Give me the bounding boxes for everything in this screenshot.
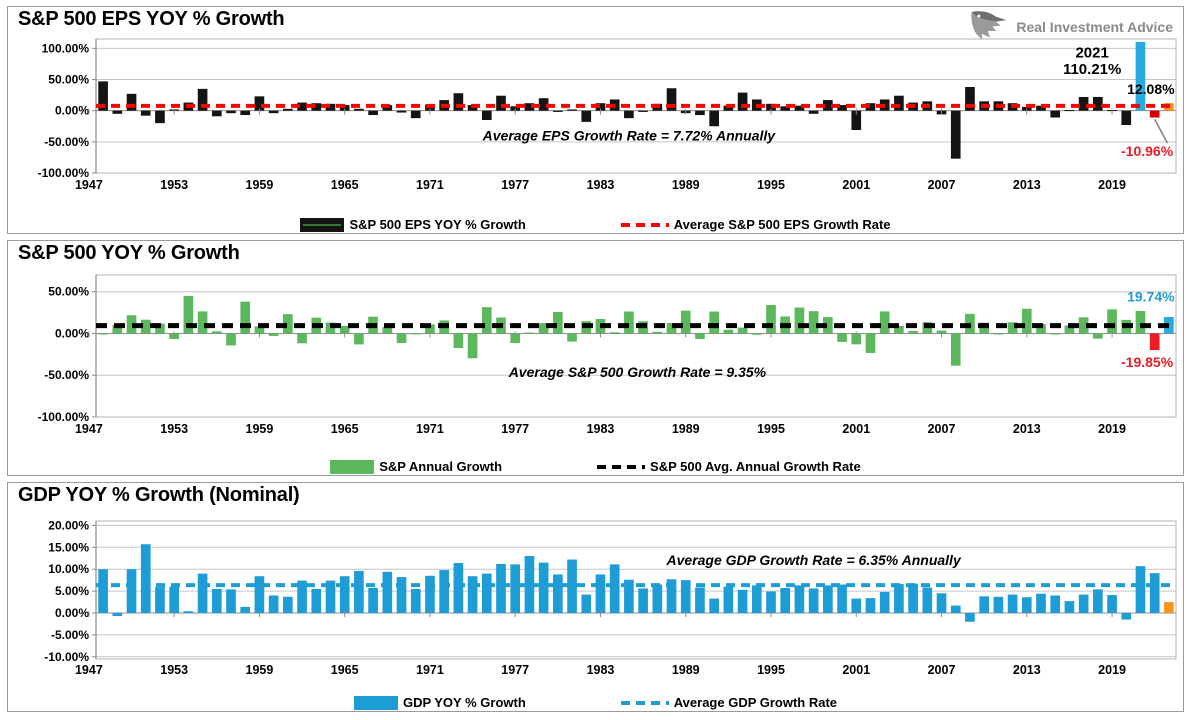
svg-text:Average S&P 500 Growth Rate =: Average S&P 500 Growth Rate = 9.35% — [508, 364, 767, 380]
svg-text:2013: 2013 — [1013, 663, 1041, 677]
svg-text:1989: 1989 — [672, 422, 700, 436]
svg-text:2007: 2007 — [928, 178, 956, 192]
sp500-growth-chart: 50.00% 0.00% -50.00% -100.00%1947 1953 1959 19… — [38, 274, 1177, 436]
svg-text:1989: 1989 — [672, 663, 700, 677]
svg-text:0.00%: 0.00% — [55, 326, 89, 340]
svg-text:2007: 2007 — [928, 663, 956, 677]
svg-text:1959: 1959 — [246, 178, 274, 192]
ria-logo: Real Investment Advice — [968, 10, 1173, 43]
svg-text:1953: 1953 — [160, 663, 188, 677]
svg-text:1995: 1995 — [757, 178, 785, 192]
sp500-chart-title: S&P 500 YOY % Growth — [18, 242, 240, 264]
svg-text:1965: 1965 — [331, 178, 359, 192]
svg-text:15.00%: 15.00% — [48, 540, 89, 554]
svg-text:2013: 2013 — [1013, 422, 1041, 436]
gdp-bar-swatch — [353, 695, 398, 710]
svg-text:1965: 1965 — [331, 663, 359, 677]
svg-text:1947: 1947 — [75, 663, 103, 677]
svg-text:1983: 1983 — [587, 178, 615, 192]
legend-item: S&P Annual Growth — [330, 459, 502, 474]
svg-text:-50.00%: -50.00% — [44, 368, 89, 382]
svg-text:1995: 1995 — [757, 422, 785, 436]
svg-text:-10.96%: -10.96% — [1121, 143, 1174, 159]
svg-text:100.00%: 100.00% — [42, 41, 90, 55]
ria-logo-eagle-icon — [971, 11, 1007, 41]
svg-text:1983: 1983 — [587, 422, 615, 436]
svg-text:110.21%: 110.21% — [1063, 61, 1121, 78]
svg-text:1953: 1953 — [160, 422, 188, 436]
legend-item: Average S&P 500 EPS Growth Rate — [620, 217, 891, 232]
panel-eps-growth: S&P 500 EPS YOY % Growth Real Investment… — [7, 6, 1184, 234]
svg-text:50.00%: 50.00% — [48, 285, 89, 299]
legend-item: GDP YOY % Growth — [353, 695, 526, 710]
sp500-bar-swatch — [330, 459, 375, 474]
svg-text:1971: 1971 — [416, 663, 444, 677]
svg-text:1977: 1977 — [501, 663, 529, 677]
svg-text:1977: 1977 — [501, 178, 529, 192]
svg-text:10.00%: 10.00% — [48, 562, 89, 576]
gdp-chart-legend: GDP YOY % Growth Average GDP Growth Rate — [8, 695, 1183, 710]
svg-text:20.00%: 20.00% — [48, 518, 89, 532]
legend-item: Average GDP Growth Rate — [620, 695, 838, 710]
legend-label: S&P Annual Growth — [379, 459, 503, 474]
svg-text:-100.00%: -100.00% — [38, 410, 90, 424]
legend-label: S&P 500 EPS YOY % Growth — [349, 217, 526, 232]
eps-chart-legend: S&P 500 EPS YOY % Growth Average S&P 500… — [8, 217, 1183, 232]
svg-text:-10.00%: -10.00% — [44, 650, 89, 664]
eps-growth-chart: 100.00% 50.00% 0.00% -50.00% -100.00%1947 195… — [38, 38, 1177, 192]
svg-text:2007: 2007 — [928, 422, 956, 436]
svg-text:2019: 2019 — [1098, 422, 1126, 436]
svg-text:Average GDP Growth Rate = 6.35: Average GDP Growth Rate = 6.35% Annually — [666, 552, 962, 568]
svg-text:1959: 1959 — [246, 663, 274, 677]
svg-text:1971: 1971 — [416, 422, 444, 436]
panel-sp500-growth: S&P 500 YOY % Growth 50.00% 0.00% -50.00% -… — [7, 240, 1184, 476]
panel-gdp-growth: GDP YOY % Growth (Nominal) 20.00% 15.00% 1… — [7, 482, 1184, 712]
svg-text:0.00%: 0.00% — [55, 606, 89, 620]
sp500-chart-legend: S&P Annual Growth S&P 500 Avg. Annual Gr… — [8, 459, 1183, 474]
legend-label: Average GDP Growth Rate — [673, 695, 838, 710]
svg-text:2001: 2001 — [842, 422, 870, 436]
svg-text:0.00%: 0.00% — [55, 104, 89, 118]
legend-item: S&P 500 Avg. Annual Growth Rate — [597, 459, 861, 474]
gdp-chart-title: GDP YOY % Growth (Nominal) — [18, 484, 300, 506]
svg-text:2001: 2001 — [842, 178, 870, 192]
legend-label: GDP YOY % Growth — [402, 695, 526, 710]
svg-text:1947: 1947 — [75, 178, 103, 192]
eps-bar-swatch — [300, 217, 345, 232]
svg-text:1965: 1965 — [331, 422, 359, 436]
svg-text:1959: 1959 — [246, 422, 274, 436]
svg-text:19.74%: 19.74% — [1127, 289, 1175, 305]
gdp-avg-line-swatch — [620, 700, 669, 705]
svg-text:2019: 2019 — [1098, 663, 1126, 677]
eps-avg-line-swatch — [620, 222, 669, 227]
eps-bar-swatch-line — [303, 223, 342, 226]
svg-text:2001: 2001 — [842, 663, 870, 677]
legend-label: S&P 500 Avg. Annual Growth Rate — [650, 459, 861, 474]
svg-text:1947: 1947 — [75, 422, 103, 436]
legend-label: Average S&P 500 EPS Growth Rate — [673, 217, 891, 232]
svg-text:1977: 1977 — [501, 422, 529, 436]
ria-logo-text: Real Investment Advice — [1016, 18, 1173, 35]
svg-text:1989: 1989 — [672, 178, 700, 192]
svg-text:1983: 1983 — [587, 663, 615, 677]
svg-text:-19.85%: -19.85% — [1121, 354, 1174, 370]
svg-text:2013: 2013 — [1013, 178, 1041, 192]
svg-text:12.08%: 12.08% — [1127, 81, 1175, 97]
svg-text:Average EPS Growth Rate = 7.72: Average EPS Growth Rate = 7.72% Annually — [482, 128, 777, 144]
svg-text:5.00%: 5.00% — [55, 584, 89, 598]
svg-text:-100.00%: -100.00% — [38, 166, 90, 180]
svg-text:-5.00%: -5.00% — [51, 628, 89, 642]
legend-item: S&P 500 EPS YOY % Growth — [300, 217, 526, 232]
svg-text:2021: 2021 — [1075, 45, 1108, 62]
sp500-avg-line-swatch — [597, 464, 646, 469]
svg-text:1995: 1995 — [757, 663, 785, 677]
gdp-growth-chart: 20.00% 15.00% 10.00% 5.00% 0.00% -5.00% -10.00… — [44, 518, 1177, 677]
svg-text:1971: 1971 — [416, 178, 444, 192]
svg-text:2019: 2019 — [1098, 178, 1126, 192]
svg-text:-50.00%: -50.00% — [44, 135, 89, 149]
svg-text:50.00%: 50.00% — [48, 73, 89, 87]
svg-text:1953: 1953 — [160, 178, 188, 192]
eps-chart-title: S&P 500 EPS YOY % Growth — [18, 8, 285, 30]
